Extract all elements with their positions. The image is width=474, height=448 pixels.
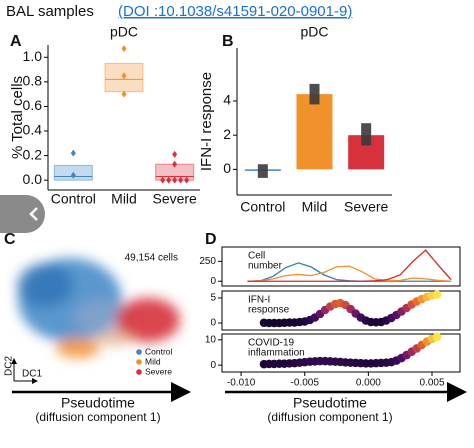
y-axis-label: % Total cells	[9, 76, 26, 159]
point	[160, 176, 166, 184]
x-tick-label: 0.005	[419, 378, 444, 389]
panel-label: B	[222, 33, 234, 50]
x-tick-label: -0.010	[227, 378, 256, 389]
x-tick-label: Control	[240, 199, 285, 215]
y-tick-label: 0.8	[23, 73, 43, 89]
x-tick-label: -0.005	[291, 378, 320, 389]
bar	[296, 94, 333, 170]
error-bar	[361, 123, 372, 146]
y-tick-label: 0.0	[23, 171, 43, 187]
legend-label: Control	[145, 346, 173, 356]
y-tick-label: 4	[223, 92, 231, 108]
y-tick-label: 10	[205, 334, 217, 345]
point	[70, 171, 76, 179]
doi-link[interactable]: (DOI :10.1038/s41591-020-0901-9)	[118, 3, 352, 20]
x-tick-label: 0.000	[356, 378, 381, 389]
y-tick-label: 0	[210, 318, 216, 329]
panel-text: COVID-19	[248, 338, 295, 349]
dot	[432, 332, 442, 342]
x-tick-label: Control	[51, 191, 96, 207]
x-tick-label: Mild	[302, 199, 328, 215]
x-axis-label: (diffusion component 1)	[35, 410, 160, 424]
panel-text: number	[248, 261, 283, 272]
legend-label: Mild	[145, 356, 161, 366]
chart-title: pDC	[110, 24, 138, 40]
point	[70, 149, 76, 157]
x-tick-label: Severe	[152, 191, 197, 207]
subplot-frame	[221, 246, 461, 287]
point	[184, 176, 190, 184]
x-tick-label: Mild	[111, 191, 137, 207]
point	[178, 176, 184, 184]
panel-text: response	[248, 305, 290, 316]
point	[121, 72, 127, 80]
legend-label: Severe	[145, 366, 172, 376]
legend-marker	[136, 359, 142, 365]
point	[166, 176, 172, 184]
annotation: 49,154 cells	[125, 253, 178, 264]
axis-label: DC2	[4, 356, 15, 376]
y-tick-label: 0	[223, 160, 231, 176]
x-tick-label: Severe	[344, 199, 389, 215]
y-axis-label: IFN-I response	[198, 72, 215, 171]
panel-text: IFN-I	[248, 295, 270, 306]
subplot-frame	[221, 290, 461, 331]
y-tick-label: 0.2	[23, 146, 43, 162]
y-tick-label: 0.6	[23, 97, 43, 113]
x-axis-label: Pseudotime	[61, 395, 135, 411]
point	[121, 90, 127, 98]
x-axis-label: (diffusion component 1)	[267, 410, 392, 424]
subplot-frame	[221, 333, 461, 373]
header-title: BAL samples	[6, 3, 94, 20]
chart-title: pDC	[300, 24, 328, 40]
y-tick-label: 0	[210, 276, 216, 287]
back-button[interactable]	[0, 195, 45, 233]
panel-text: inflammation	[248, 348, 305, 359]
error-bar	[257, 164, 268, 178]
y-tick-label: 0.4	[23, 122, 43, 138]
point	[172, 160, 178, 168]
y-tick-label: 2	[223, 126, 231, 142]
y-tick-label: 5	[210, 293, 216, 304]
y-tick-label: 1.0	[23, 48, 43, 64]
panel-label: C	[4, 231, 16, 248]
error-bar	[309, 83, 320, 105]
panel-label: A	[10, 33, 22, 50]
point	[172, 150, 178, 158]
density-line	[247, 249, 452, 282]
panel-text: Cell	[248, 251, 265, 262]
legend-marker	[136, 349, 142, 355]
dot	[432, 290, 442, 299]
y-tick-label: 0	[210, 360, 216, 371]
x-axis-label: Pseudotime	[293, 395, 367, 411]
point	[121, 45, 127, 53]
y-tick-label: 250	[199, 256, 216, 267]
panel-label: D	[205, 231, 217, 248]
cell-cloud	[17, 258, 180, 358]
point	[172, 176, 178, 184]
density-line	[247, 265, 452, 282]
axis-label: DC1	[22, 369, 42, 380]
legend-marker	[136, 369, 142, 375]
